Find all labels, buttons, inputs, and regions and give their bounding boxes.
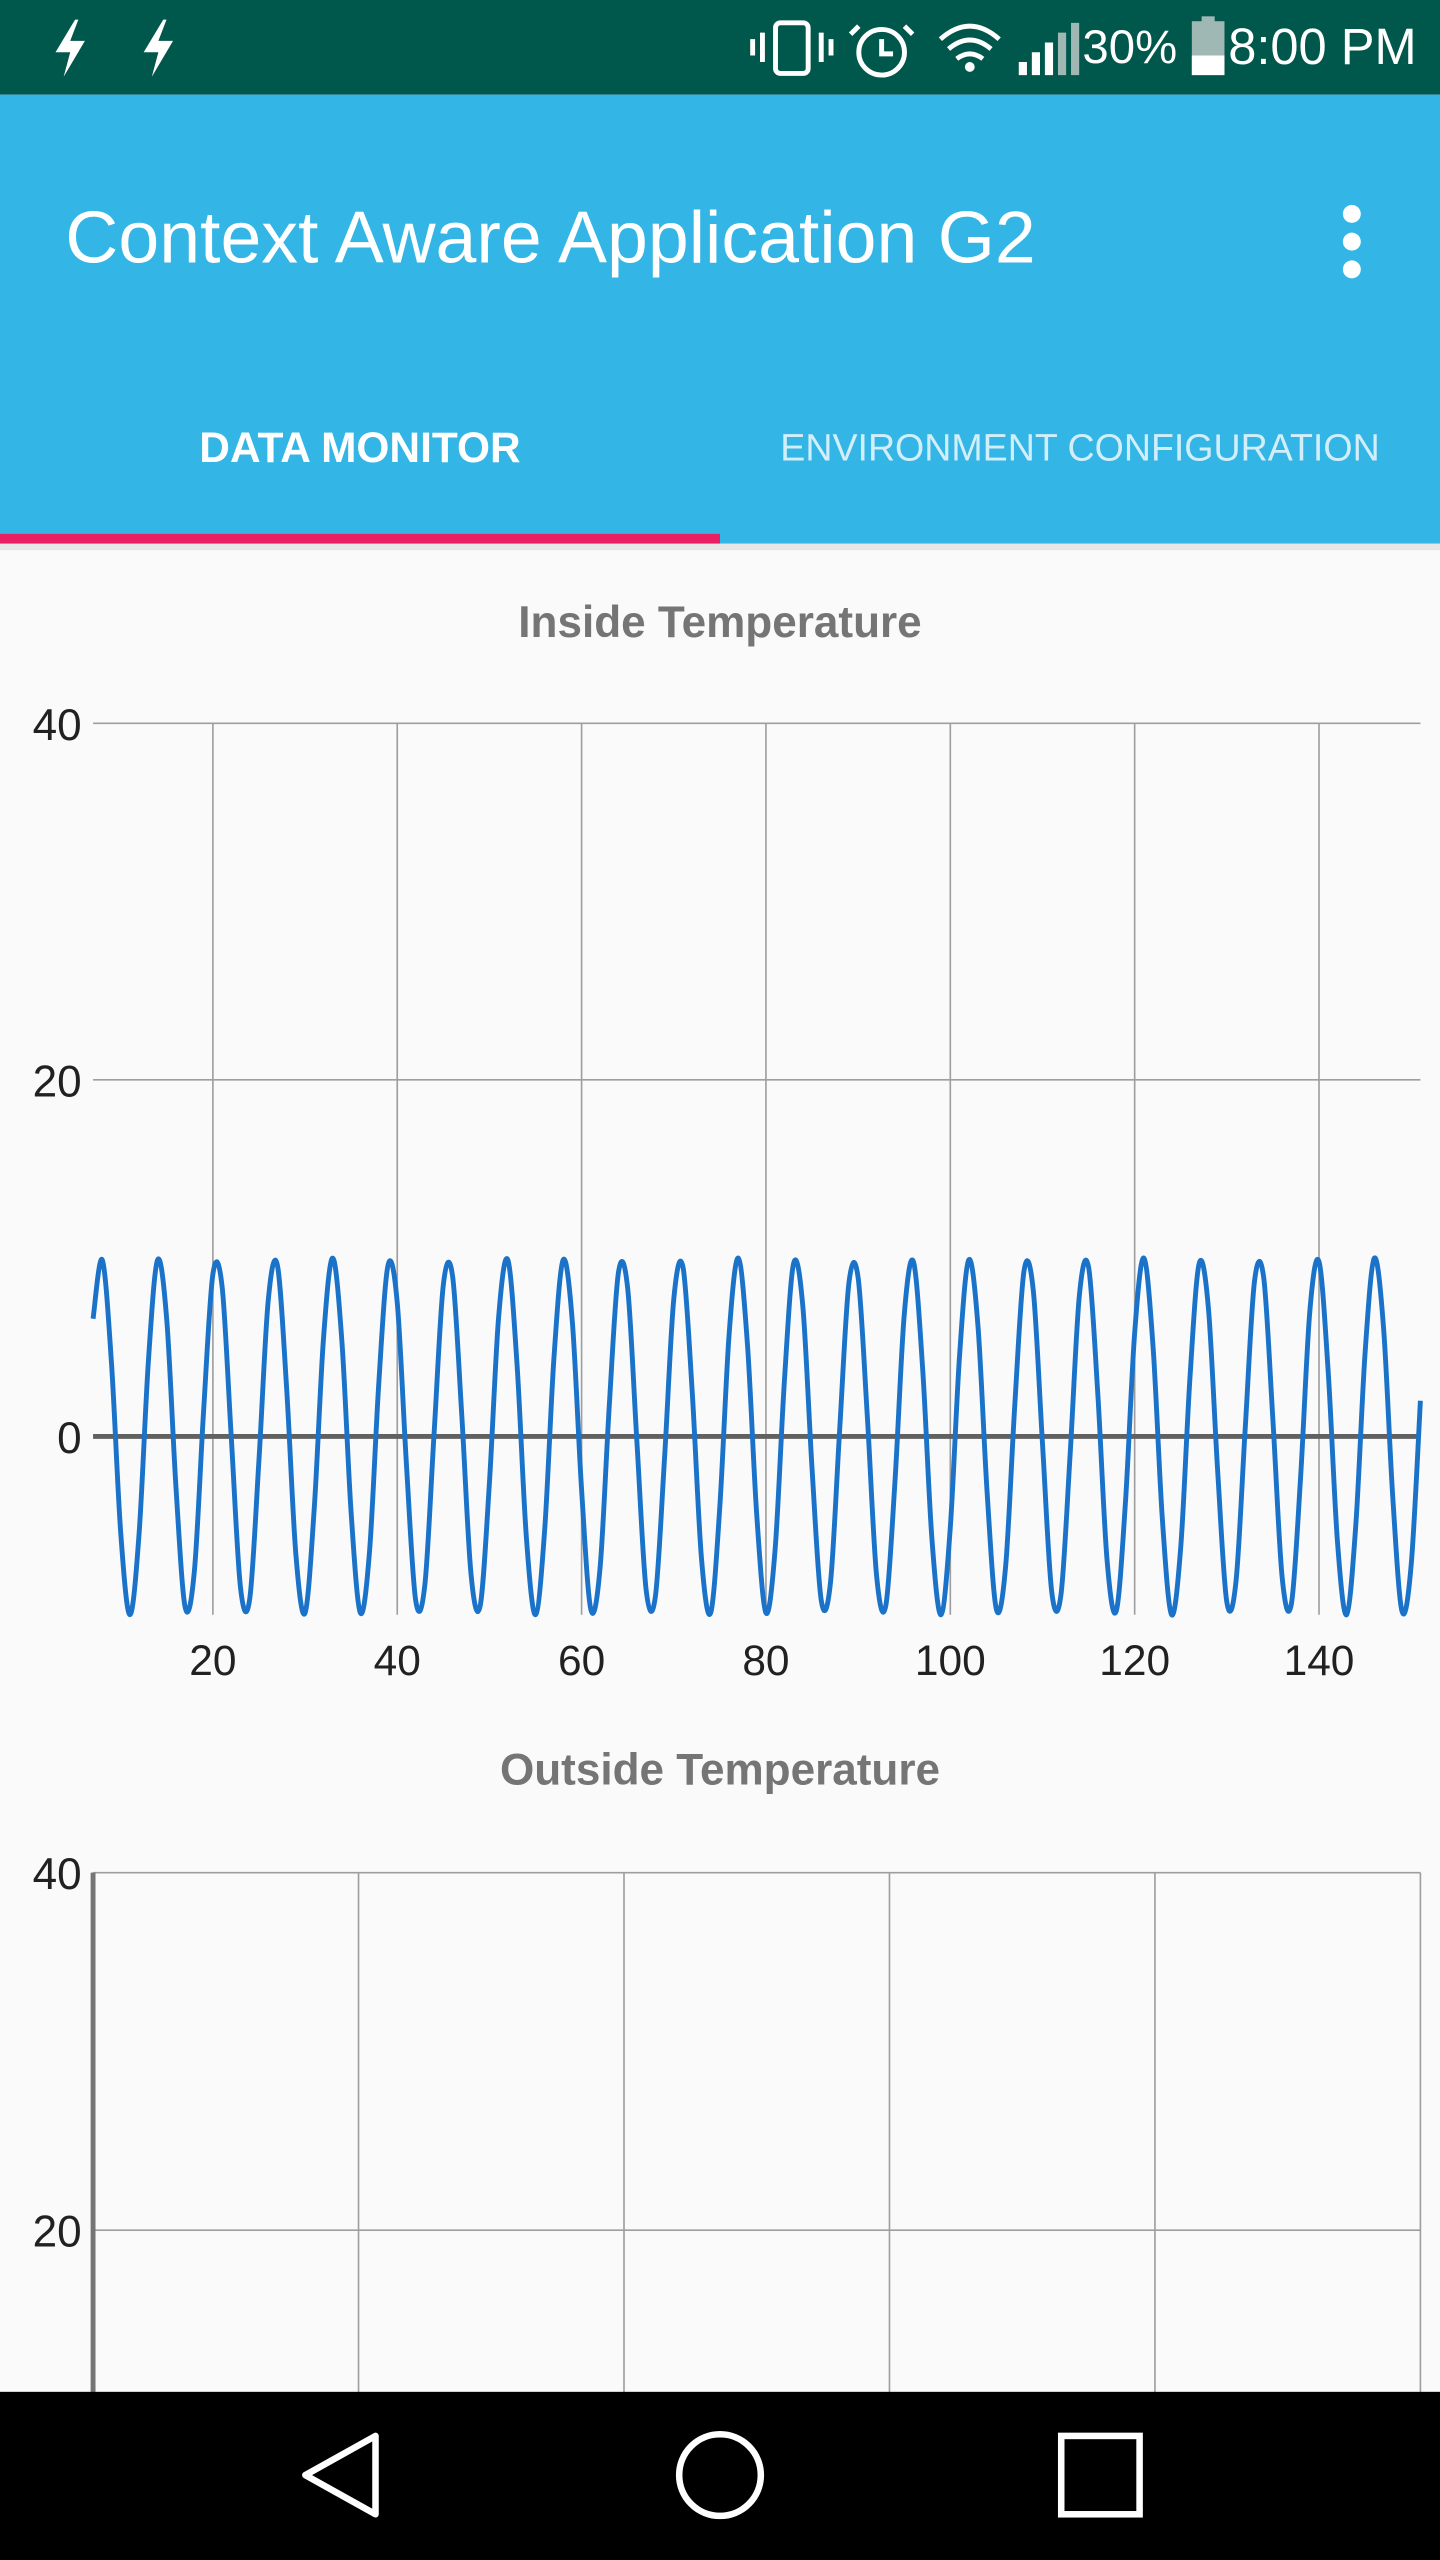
vibrate-icon <box>773 20 811 76</box>
x-tick-label: 120 <box>1099 1637 1170 1684</box>
tab-label: ENVIRONMENT CONFIGURATION <box>780 427 1379 469</box>
back-button[interactable] <box>302 2432 379 2518</box>
battery-percent: 30% <box>1082 21 1177 74</box>
signal-icon <box>1057 22 1080 76</box>
navigation-bar <box>0 2391 1440 2560</box>
app-bar-shadow <box>0 543 1440 551</box>
battery-icon <box>1191 55 1225 76</box>
x-tick-label: 40 <box>374 1637 421 1684</box>
charts: Inside Temperature 20 40 60 80 100 120 140 0 20 40… <box>33 598 1423 2560</box>
wifi-icon <box>964 62 975 72</box>
alarm-icon <box>848 24 915 57</box>
x-tick-label: 20 <box>189 1637 236 1684</box>
status-bar: 30% 8:00 PM <box>0 0 1440 95</box>
charging-icon <box>143 19 174 77</box>
clock: 8:00 PM <box>1228 18 1416 75</box>
recents-button[interactable] <box>1057 2432 1143 2518</box>
menu-dot <box>1342 232 1361 251</box>
x-tick-label: 60 <box>558 1637 605 1684</box>
app-bar-bg <box>0 94 1440 544</box>
overflow-menu[interactable] <box>1342 204 1361 279</box>
charging-icon <box>55 19 85 77</box>
chart: Inside Temperature 20 40 60 80 100 120 140 0 20 40 <box>33 598 1423 1684</box>
tab[interactable]: ENVIRONMENT CONFIGURATION <box>780 427 1379 469</box>
app-title: Context Aware Application G2 <box>65 196 1035 279</box>
nav-bar-bg <box>0 2391 1440 2560</box>
y-tick-label: 40 <box>33 1850 82 1899</box>
signal-icon <box>1018 42 1054 76</box>
chart: Outside Temperature 20 40 <box>33 1746 1422 2560</box>
battery-icon <box>1201 16 1215 23</box>
x-tick-label: 140 <box>1284 1637 1355 1684</box>
wifi-icon <box>938 23 1001 61</box>
x-tick-label: 80 <box>742 1637 789 1684</box>
y-tick-label: 20 <box>33 2208 82 2257</box>
vibrate-icon <box>750 32 834 63</box>
menu-dot <box>1342 204 1361 223</box>
alarm-icon <box>856 26 907 78</box>
y-tick-label: 40 <box>33 701 82 750</box>
menu-dot <box>1342 260 1361 279</box>
home-button[interactable] <box>675 2431 765 2520</box>
tab-label: DATA MONITOR <box>199 424 520 471</box>
data-line <box>90 1255 1423 1618</box>
x-tick-label: 100 <box>915 1637 986 1684</box>
chart-title: Inside Temperature <box>518 598 921 647</box>
tab-bar: DATA MONITOR ENVIRONMENT CONFIGURATION <box>0 424 1380 544</box>
app-bar: Context Aware Application G2 DATA MONITO… <box>0 94 1440 544</box>
y-tick-label: 0 <box>57 1414 82 1463</box>
tab[interactable]: DATA MONITOR <box>0 424 720 544</box>
y-tick-label: 20 <box>33 1057 82 1106</box>
tab-indicator <box>0 533 720 544</box>
chart-title: Outside Temperature <box>500 1746 940 1795</box>
